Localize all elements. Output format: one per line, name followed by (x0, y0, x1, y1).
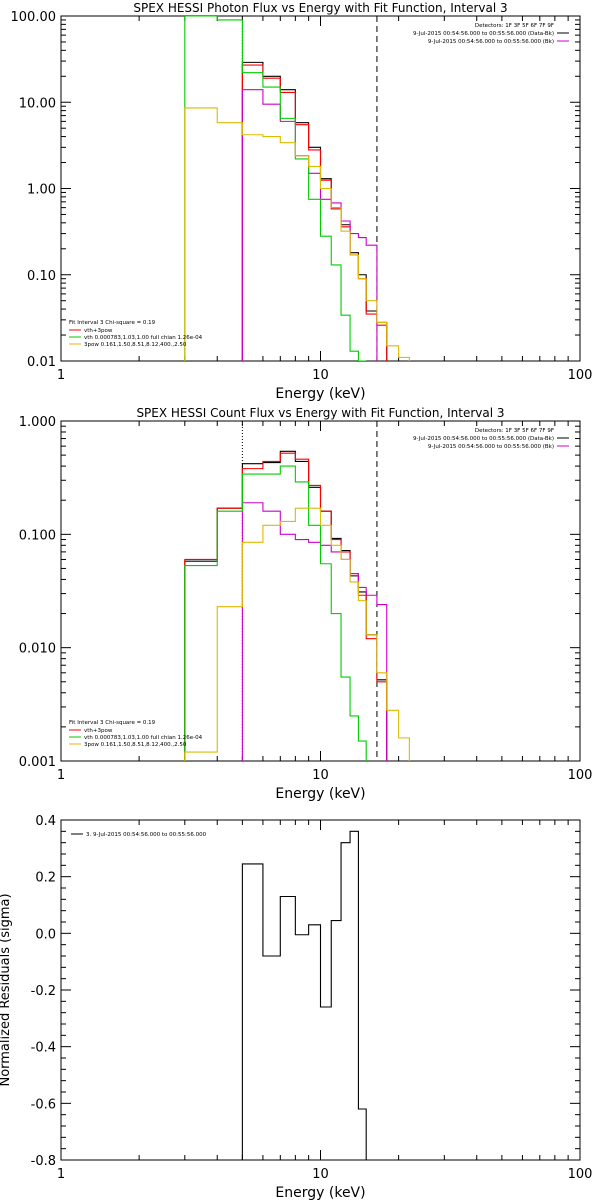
series-residuals (241, 830, 377, 1160)
panel-2: SPEX HESSI Count Flux vs Energy with Fit… (19, 406, 593, 802)
legend-entry: vth+3pow (84, 728, 113, 734)
y-tick-label: 0.2 (35, 871, 56, 886)
info-line: 9-Jul-2015 00:54:56.000 to 00:55:56.000 … (428, 444, 554, 450)
legend-entry: vth 0.000783,1.03,1.00 full chian 1.26e-… (84, 735, 203, 741)
legend-entry: vth 0.000783,1.03,1.00 full chian 1.26e-… (84, 335, 203, 341)
x-tick-label: 100 (568, 1167, 593, 1182)
series-group (184, 450, 410, 761)
x-axis-label: Energy (keV) (275, 386, 365, 402)
series-vth (184, 16, 367, 361)
series-vth-3pow (241, 64, 388, 361)
series-vth-3pow (184, 452, 388, 761)
x-axis-label: Energy (keV) (275, 1185, 365, 1200)
legend-entry: vth+3pow (84, 328, 113, 334)
fit-label: Fit Interval 3 Chi-square = 0.19 (69, 320, 156, 326)
x-tick-label: 10 (312, 368, 329, 383)
y-tick-label: 1.000 (19, 415, 56, 430)
info-line: Detectors: 1F 3F 5F 6F 7F 9F (475, 428, 554, 434)
chart-title: SPEX HESSI Photon Flux vs Energy with Fi… (133, 1, 507, 15)
info-line: Detectors: 1F 3F 5F 6F 7F 9F (475, 23, 554, 29)
y-tick-label: 0.10 (27, 269, 56, 284)
y-tick-label: 0.4 (35, 814, 56, 829)
y-tick-label: 0.100 (19, 528, 56, 543)
y-tick-label: -0.6 (31, 1097, 56, 1112)
x-tick-label: 1 (57, 768, 65, 783)
series-data-bk (241, 61, 388, 361)
y-tick-label: 0.010 (19, 642, 56, 657)
x-axis-label: Energy (keV) (275, 786, 365, 802)
y-tick-label: -0.2 (31, 984, 56, 999)
y-tick-label: 0.0 (35, 927, 56, 942)
y-axis-label: Normalized Residuals (sigma) (0, 893, 13, 1086)
y-tick-label: 0.001 (19, 755, 56, 770)
y-tick-label: -0.4 (31, 1041, 56, 1056)
x-tick-label: 100 (568, 368, 593, 383)
series-data-bk (184, 450, 388, 761)
legend-entry: 3pow 0.161,1.50,8.51,8.12,400.,2.50 (84, 742, 187, 748)
x-tick-label: 10 (312, 768, 329, 783)
y-tick-label: 100.00 (11, 10, 57, 25)
series-vth (184, 465, 367, 761)
y-tick-label: 1.00 (27, 183, 56, 198)
panel-3: 1 10 100 Energy (keV) -0.8 -0.6 -0.4 -0.2 0.0 0.2… (0, 814, 592, 1200)
y-tick-label: 10.00 (19, 96, 56, 111)
panel-1: SPEX HESSI Photon Flux vs Energy with Fi… (11, 1, 593, 402)
x-tick-label: 1 (57, 368, 65, 383)
series-group (184, 16, 410, 361)
y-tick-label: 0.01 (27, 355, 56, 370)
fit-label: Fit Interval 3 Chi-square = 0.19 (69, 720, 156, 726)
series-group (241, 830, 377, 1160)
chart-title: SPEX HESSI Count Flux vs Energy with Fit… (136, 406, 504, 420)
x-tick-label: 10 (312, 1167, 329, 1182)
info-line: 9-Jul-2015 00:54:56.000 to 00:55:56.000 … (428, 39, 554, 45)
info-line: 9-Jul-2015 00:54:56.000 to 00:55:56.000 … (413, 436, 554, 442)
x-tick-label: 100 (568, 768, 593, 783)
info-line: 9-Jul-2015 00:54:56.000 to 00:55:56.000 … (413, 31, 554, 37)
y-tick-label: -0.8 (31, 1154, 56, 1169)
legend-entry: 3. 9-Jul-2015 00:54:56.000 to 00:55:56.0… (86, 832, 207, 838)
legend-entry: 3pow 0.161,1.50,8.51,8.12,400.,2.50 (84, 342, 187, 348)
series-bk (241, 89, 378, 361)
x-tick-label: 1 (57, 1167, 65, 1182)
series-3pow (184, 107, 410, 361)
series-bk (241, 502, 388, 761)
series-3pow (184, 507, 410, 761)
plot-frame (60, 420, 581, 762)
